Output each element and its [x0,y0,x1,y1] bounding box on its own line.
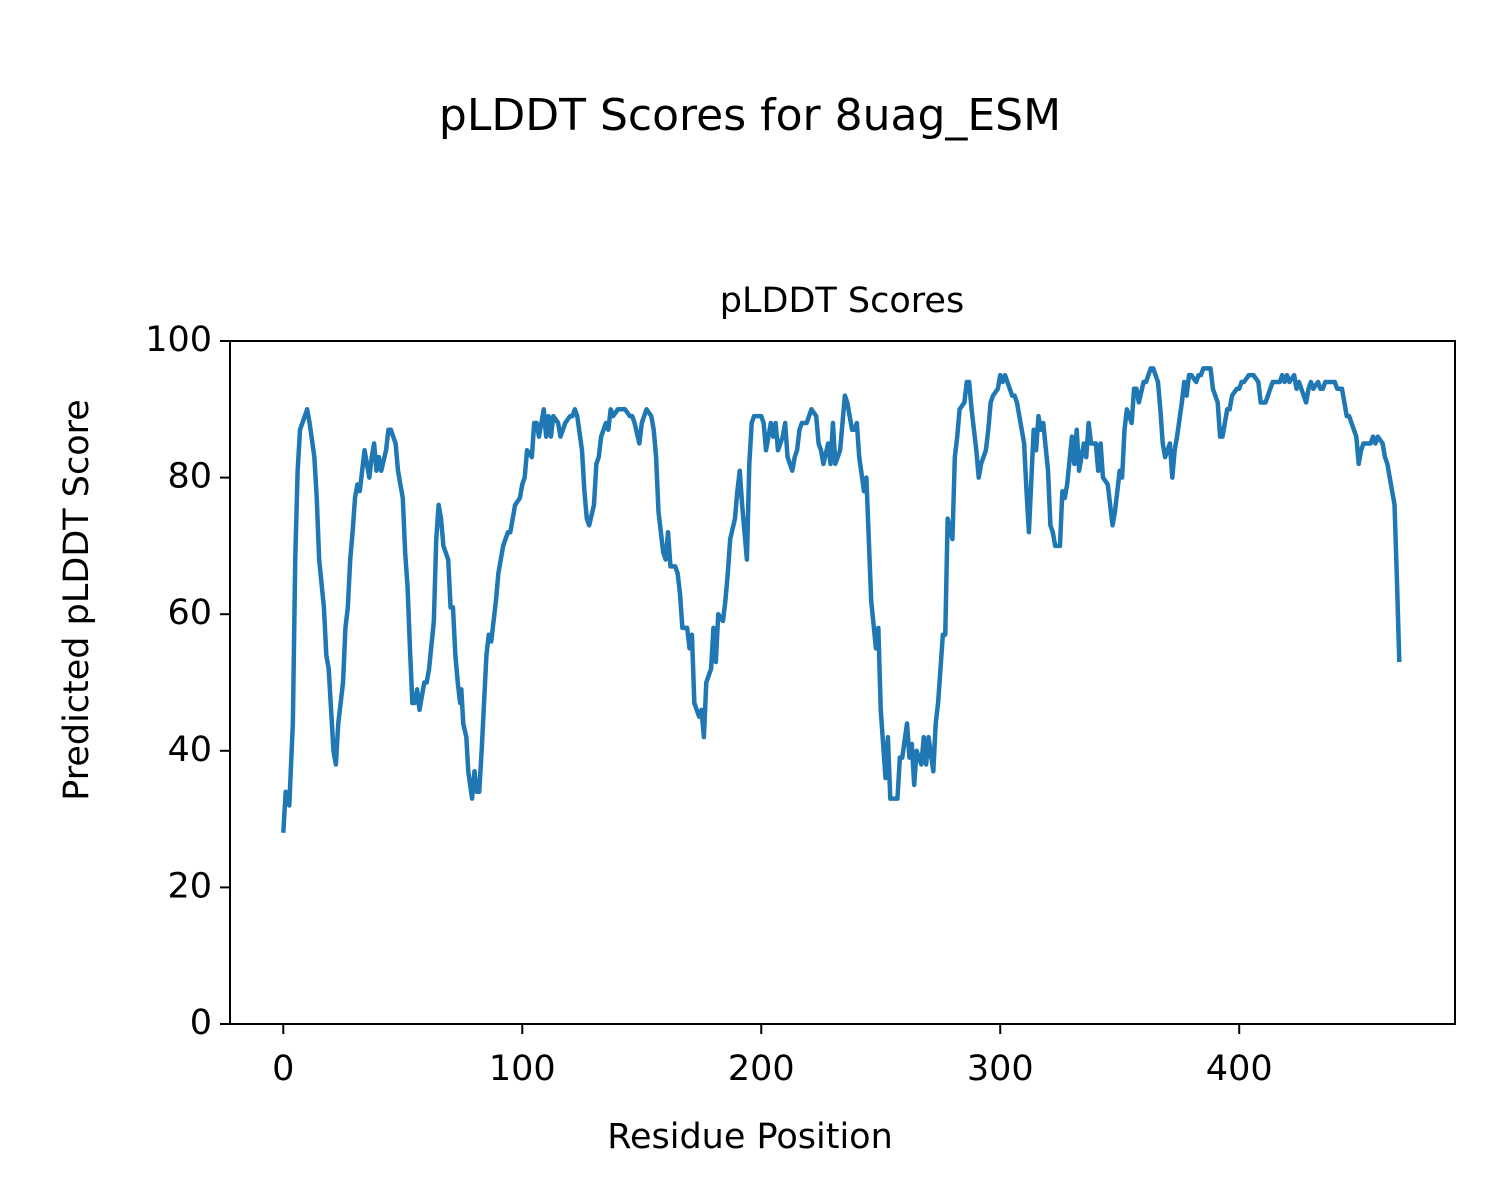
x-tick-label: 0 [272,1049,294,1089]
y-tick-label: 40 [167,730,212,770]
axes-title: pLDDT Scores [720,281,964,321]
y-axis-label: Predicted pLDDT Score [57,399,97,801]
plot-frame [229,340,1456,1025]
y-tick-label: 0 [190,1003,212,1043]
line-series [281,366,1402,833]
x-tick-label: 200 [728,1049,795,1089]
x-axis-label: Residue Position [607,1117,893,1157]
x-tick-label: 300 [967,1049,1034,1089]
y-tick-label: 80 [167,457,212,497]
x-tick-label: 400 [1206,1049,1273,1089]
suptitle: pLDDT Scores for 8uag_ESM [439,90,1061,141]
y-tick-label: 20 [167,866,212,906]
y-tick-label: 60 [167,593,212,633]
y-tick-label: 100 [145,320,212,360]
x-tick-label: 100 [489,1049,556,1089]
